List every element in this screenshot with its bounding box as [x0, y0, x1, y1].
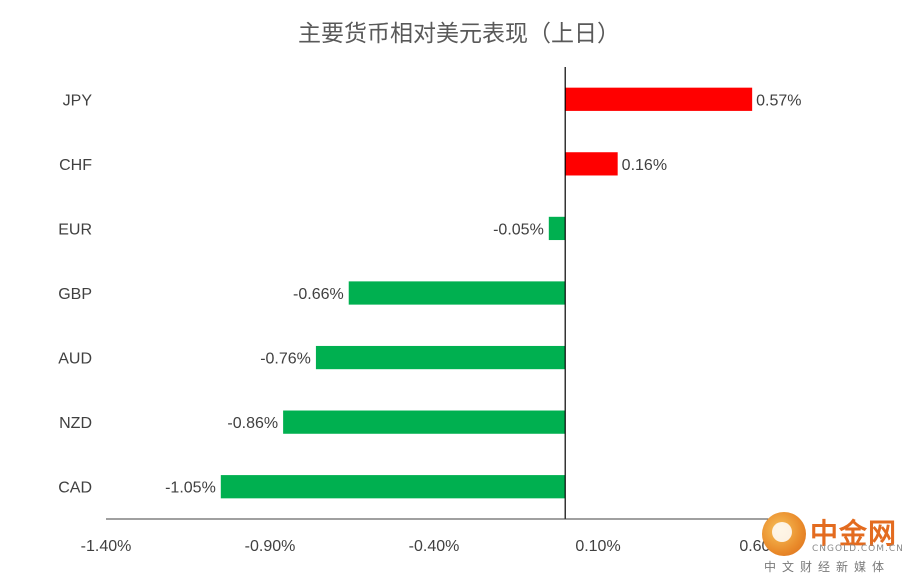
- category-label-chf: CHF: [59, 157, 92, 174]
- category-label-gbp: GBP: [58, 286, 92, 303]
- bars-group: JPY 0.57% CHF 0.16% EUR -0.05% GBP -0.66% AUD -0.…: [58, 87, 802, 499]
- bar-cad: [220, 475, 566, 499]
- data-label-eur: -0.05%: [493, 221, 544, 238]
- bar-chf: [565, 152, 618, 176]
- cngold-logo-inner-icon: [772, 522, 792, 542]
- bar-jpy: [565, 87, 753, 111]
- category-label-aud: AUD: [58, 351, 92, 368]
- watermark-url: CNGOLD.COM.CN: [812, 544, 904, 554]
- data-label-jpy: 0.57%: [756, 92, 801, 109]
- watermark-brand: 中金网: [810, 517, 898, 550]
- bar-aud: [315, 345, 566, 370]
- data-label-nzd: -0.86%: [227, 415, 278, 432]
- watermark-tagline: 中文财经新媒体: [764, 560, 891, 574]
- data-label-aud: -0.76%: [260, 351, 311, 368]
- x-tick-label: -0.90%: [245, 538, 296, 555]
- data-label-chf: 0.16%: [622, 157, 667, 174]
- category-label-eur: EUR: [58, 221, 92, 238]
- bar-eur: [548, 216, 566, 241]
- category-label-cad: CAD: [58, 480, 92, 497]
- bar-gbp: [348, 281, 566, 305]
- x-tick-label: -1.40%: [81, 538, 132, 555]
- bar-nzd: [283, 410, 566, 434]
- data-label-gbp: -0.66%: [293, 286, 344, 303]
- chart-title: 主要货币相对美元表现（上日）: [298, 21, 620, 47]
- category-label-nzd: NZD: [59, 415, 92, 432]
- data-label-cad: -1.05%: [165, 480, 216, 497]
- watermark: 中金网 CNGOLD.COM.CN 中文财经新媒体: [758, 510, 918, 582]
- x-tick-label: 0.10%: [575, 538, 620, 555]
- x-tick-label: -0.40%: [409, 538, 460, 555]
- category-label-jpy: JPY: [63, 92, 93, 109]
